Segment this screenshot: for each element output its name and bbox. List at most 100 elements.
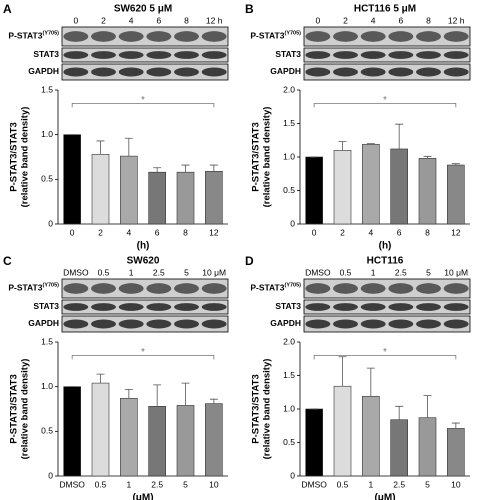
blot-row-label: GAPDH (28, 318, 59, 328)
significance-bracket (313, 355, 457, 360)
lane-label: 2.5 (153, 267, 165, 277)
panel-letter: C (3, 254, 12, 268)
lane-label: 2 (101, 15, 106, 25)
bar (176, 405, 195, 477)
bar (176, 171, 195, 225)
y-axis-label: P-STAT3/STAT3 (251, 122, 262, 192)
x-tick-label: 2 (98, 227, 103, 237)
error-bar (209, 398, 218, 404)
y-tick-label: 2.0 (283, 84, 295, 94)
blot-row-label: P-STAT3(Y705) (8, 283, 59, 293)
blot-band (388, 31, 414, 42)
x-tick-label: 12 (451, 227, 461, 237)
lane-label: 10 μM (202, 267, 226, 277)
error-bar (153, 167, 162, 173)
error-bar (338, 356, 347, 387)
lane-label: 12 h (206, 15, 223, 25)
lane-label: 1 (371, 267, 376, 277)
row-name: GAPDH (28, 318, 59, 328)
bar (418, 158, 437, 225)
blot-band (63, 51, 89, 59)
error-bar (181, 382, 190, 406)
x-axis-label: (μM) (132, 493, 153, 500)
blot-band (118, 303, 144, 311)
blot-band (201, 31, 227, 42)
blot-band (305, 303, 331, 311)
error-bar (338, 141, 347, 151)
blot-band (360, 319, 386, 329)
bar (120, 155, 138, 225)
blot-band (388, 303, 414, 311)
error-bar (124, 137, 133, 157)
x-tick-label: 10 (209, 479, 219, 489)
blot-row-label: P-STAT3(Y705) (250, 31, 301, 41)
blot-band (416, 51, 441, 59)
y-tick-label: 1.5 (41, 336, 53, 346)
blot-band (201, 67, 227, 77)
blot-band (174, 303, 199, 311)
error-bar (423, 155, 432, 159)
significance-bracket (313, 103, 457, 108)
significance-bracket (71, 103, 215, 108)
x-tick-label: 4 (126, 227, 131, 237)
blot-band (443, 67, 469, 77)
blot-band (360, 51, 386, 59)
blot-band (63, 283, 89, 294)
error-bar (209, 164, 218, 172)
lane-label: DMSO (305, 267, 331, 277)
blot-band (305, 283, 331, 294)
bar (305, 156, 323, 225)
x-axis-label: (μM) (374, 493, 395, 500)
blot-band (360, 303, 386, 311)
error-bar (366, 143, 375, 145)
error-bar (96, 373, 105, 384)
blot-band (91, 51, 116, 59)
blot-band (174, 51, 199, 59)
bar (362, 395, 380, 477)
error-bar (423, 395, 432, 418)
y-tick-label: 0 (290, 470, 295, 480)
blot-band (91, 283, 116, 294)
x-axis-label: (h) (379, 241, 392, 252)
blot-band (416, 319, 441, 329)
blot-band (63, 67, 89, 77)
x-tick-label: 5 (183, 479, 188, 489)
bar (120, 397, 138, 477)
blot-row-label: STAT3 (275, 301, 301, 311)
y-axis-label: (relative band density) (262, 359, 273, 460)
x-tick-label: 8 (183, 227, 188, 237)
row-name: GAPDH (28, 66, 59, 76)
blot-band (388, 51, 414, 59)
blot-band (416, 283, 441, 294)
y-axis-label: P-STAT3/STAT3 (9, 122, 20, 192)
lane-label: 8 (184, 15, 189, 25)
y-tick-label: 1.5 (283, 370, 295, 380)
lane-label: 5 (184, 267, 189, 277)
panel-title: SW620 (127, 256, 160, 267)
bar (333, 385, 352, 477)
x-tick-label: 2.5 (393, 479, 405, 489)
row-name: STAT3 (33, 49, 59, 59)
y-tick-label: 1.5 (41, 84, 53, 94)
lane-label: 1 (129, 267, 134, 277)
x-tick-label: 2.5 (151, 479, 163, 489)
error-bar (124, 388, 133, 399)
lane-label: 8 (426, 15, 431, 25)
panel-letter: A (3, 2, 12, 16)
blot-band (201, 283, 227, 294)
blot-band (388, 283, 414, 294)
lane-label: 6 (156, 15, 161, 25)
blot-band (305, 67, 331, 77)
y-axis-label: (relative band density) (262, 107, 273, 208)
error-bar (451, 422, 460, 429)
blot-band (443, 31, 469, 42)
blot-band (416, 303, 441, 311)
error-bar (366, 367, 375, 397)
blot-row-label: STAT3 (33, 301, 59, 311)
y-tick-label: 0.5 (41, 174, 53, 184)
bar (362, 143, 380, 225)
significance-bracket (71, 355, 215, 360)
blot-band (91, 303, 116, 311)
error-bar (181, 164, 190, 173)
